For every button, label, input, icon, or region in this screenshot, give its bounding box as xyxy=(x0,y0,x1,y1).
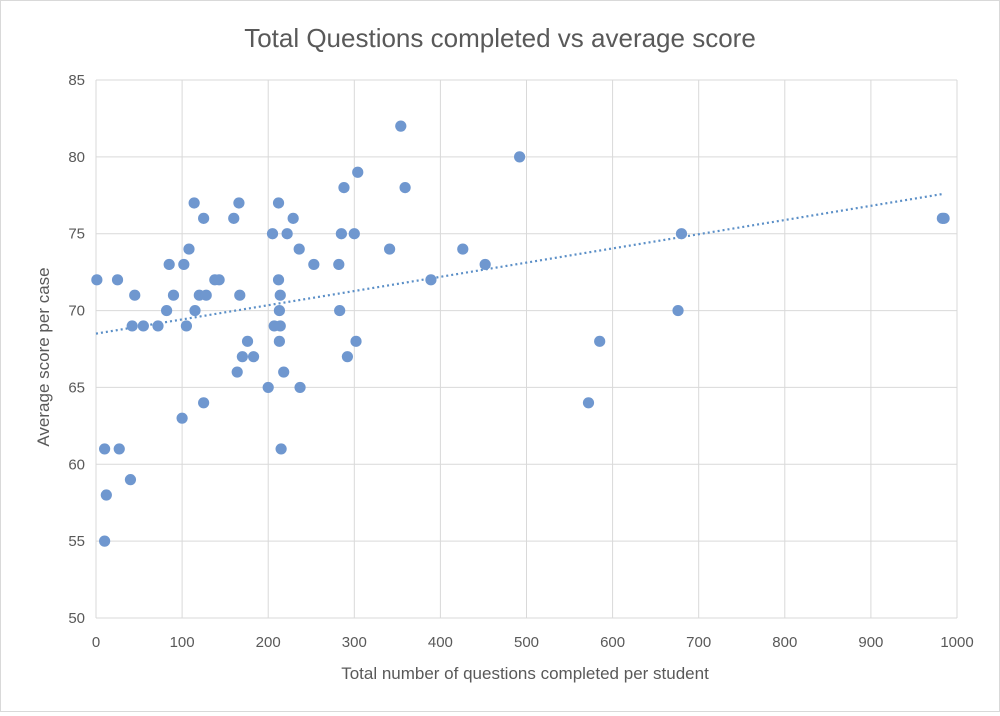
data-point xyxy=(399,182,411,194)
data-point xyxy=(352,166,364,178)
data-point xyxy=(273,304,285,317)
data-point xyxy=(672,304,684,317)
y-tick-label: 85 xyxy=(68,72,85,89)
data-point xyxy=(234,289,246,301)
data-point xyxy=(161,304,173,317)
data-point xyxy=(278,366,290,378)
data-point xyxy=(241,335,254,347)
data-point xyxy=(395,120,407,132)
x-tick-label: 300 xyxy=(342,634,367,651)
gridlines xyxy=(95,79,958,619)
y-tick-label: 80 xyxy=(68,149,85,166)
data-point xyxy=(287,212,299,224)
data-point xyxy=(113,443,125,455)
data-point xyxy=(514,151,526,163)
x-tick-label: 600 xyxy=(600,634,625,651)
data-point xyxy=(384,243,396,255)
data-point xyxy=(294,381,306,394)
y-axis-title: Average score per case xyxy=(34,267,53,446)
data-point xyxy=(233,197,245,209)
data-point xyxy=(348,228,360,240)
y-tick-label: 60 xyxy=(68,456,85,473)
data-point xyxy=(236,351,248,363)
data-point xyxy=(675,228,688,240)
data-point xyxy=(176,412,188,424)
data-point xyxy=(189,304,201,317)
data-point xyxy=(308,258,320,271)
data-point xyxy=(231,366,243,378)
data-point xyxy=(198,212,210,224)
y-tick-label: 55 xyxy=(68,533,85,550)
data-point xyxy=(594,335,606,347)
x-tick-label: 800 xyxy=(772,634,797,651)
data-point xyxy=(333,258,345,271)
data-point xyxy=(293,243,305,255)
data-point xyxy=(188,197,200,209)
data-point xyxy=(274,289,286,301)
data-point xyxy=(341,351,354,363)
data-point xyxy=(99,535,111,547)
data-point xyxy=(99,443,111,455)
data-point xyxy=(200,289,212,301)
x-axis-title: Total number of questions completed per … xyxy=(341,664,709,683)
x-tick-label: 100 xyxy=(170,634,195,651)
data-point xyxy=(262,381,274,394)
linear-trendline xyxy=(95,192,945,335)
data-points xyxy=(91,120,950,547)
chart-title: Total Questions completed vs average sco… xyxy=(244,23,756,53)
data-point xyxy=(266,228,279,240)
data-point xyxy=(167,289,180,301)
data-point xyxy=(334,304,346,317)
x-tick-label: 0 xyxy=(92,634,100,651)
x-tick-label: 900 xyxy=(858,634,883,651)
data-point xyxy=(273,335,285,347)
data-point xyxy=(247,351,260,363)
data-point xyxy=(272,274,285,286)
data-point xyxy=(91,274,103,286)
data-point xyxy=(335,228,347,240)
data-point xyxy=(152,320,164,332)
data-point xyxy=(111,274,124,286)
data-point xyxy=(213,274,225,286)
data-point xyxy=(582,397,595,409)
trendline-layer xyxy=(95,192,945,335)
x-tick-label: 700 xyxy=(686,634,711,651)
data-point xyxy=(457,243,469,255)
y-tick-label: 75 xyxy=(68,226,85,243)
data-point xyxy=(126,320,138,332)
data-point xyxy=(479,258,491,271)
x-tick-label: 200 xyxy=(256,634,281,651)
y-tick-label: 65 xyxy=(68,379,85,396)
data-point xyxy=(198,397,210,409)
data-point xyxy=(425,274,437,286)
tick-labels: 50 55 60 65 70 75 80 85 0 100 200 300 400 500 600 700 80… xyxy=(68,72,973,651)
x-tick-label: 1000 xyxy=(940,634,973,651)
data-point xyxy=(100,489,112,501)
x-tick-label: 500 xyxy=(514,634,539,651)
data-point xyxy=(180,320,193,332)
data-point xyxy=(129,289,141,301)
data-point xyxy=(137,320,149,332)
data-point xyxy=(274,320,286,332)
data-point xyxy=(350,335,362,347)
data-point xyxy=(124,474,137,486)
data-point xyxy=(183,243,195,255)
data-point xyxy=(281,228,293,240)
data-point xyxy=(228,212,240,224)
data-point xyxy=(272,197,285,209)
data-point xyxy=(938,212,950,224)
data-point xyxy=(338,182,350,194)
x-tick-label: 400 xyxy=(428,634,453,651)
y-tick-label: 70 xyxy=(68,303,85,320)
data-point xyxy=(275,443,287,455)
data-point xyxy=(163,258,175,271)
data-point xyxy=(178,258,190,271)
y-tick-label: 50 xyxy=(68,610,85,627)
